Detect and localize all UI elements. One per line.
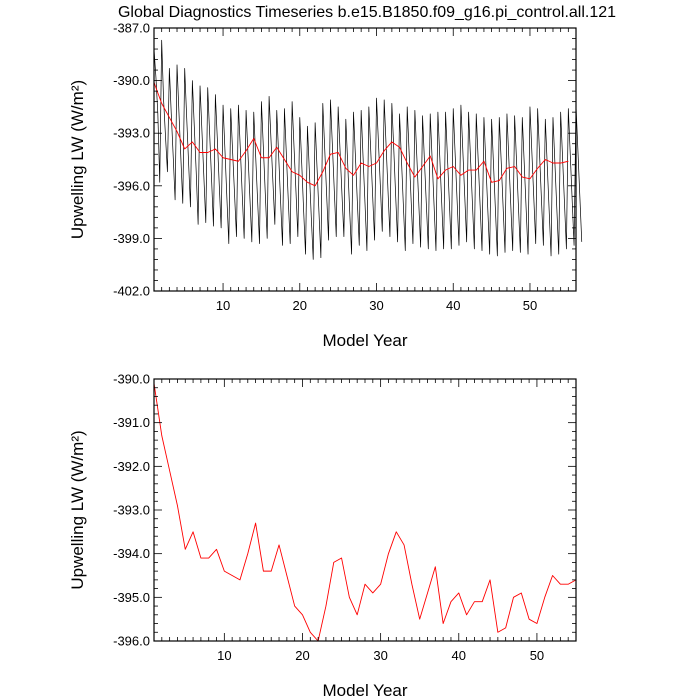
y-tick-label: -390.0: [113, 73, 150, 88]
plot-frame: [153, 27, 577, 292]
figure-title: Global Diagnostics Timeseries b.e15.B185…: [118, 4, 616, 21]
y-tick-label: -393.0: [113, 126, 150, 141]
y-tick-label: -390.0: [113, 372, 150, 387]
y-tick-label: -395.0: [113, 590, 150, 605]
x-tick-label: 20: [295, 648, 309, 663]
x-tick-label: 20: [293, 298, 307, 313]
x-tick-label: 10: [216, 298, 230, 313]
y-tick-label: -396.0: [113, 178, 150, 193]
y-tick-label: -396.0: [113, 634, 150, 649]
x-axis-label: Model Year: [322, 331, 407, 350]
annual-series-line: [153, 82, 569, 187]
monthly-series-line: [153, 39, 583, 260]
x-tick-label: 50: [530, 648, 544, 663]
x-tick-label: 30: [373, 648, 387, 663]
x-tick-label: 30: [369, 298, 383, 313]
y-tick-label: -392.0: [113, 459, 150, 474]
y-tick-label: -394.0: [113, 546, 150, 561]
top-panel: 10 20 30 40 50 -402.0 -399.0 -396.0 -393.0 -390.0…: [68, 21, 583, 350]
x-tick-label: 40: [446, 298, 460, 313]
x-tick-label: 10: [217, 648, 231, 663]
x-tick-label: 50: [523, 298, 537, 313]
x-axis-label: Model Year: [322, 681, 407, 700]
bottom-panel: 10 20 30 40 50 -396.0 -395.0 -394.0 -393.0 -392.0…: [68, 372, 577, 700]
y-tick-label: -399.0: [113, 231, 150, 246]
y-tick-label: -402.0: [113, 284, 150, 299]
y-axis-label: Upwelling LW (W/m²): [68, 430, 87, 589]
y-tick-label: -387.0: [113, 21, 150, 36]
annual-series-line: [153, 383, 577, 642]
x-tick-label: 40: [452, 648, 466, 663]
y-tick-label: -393.0: [113, 503, 150, 518]
y-axis-label: Upwelling LW (W/m²): [68, 80, 87, 239]
y-tick-label: -391.0: [113, 415, 150, 430]
